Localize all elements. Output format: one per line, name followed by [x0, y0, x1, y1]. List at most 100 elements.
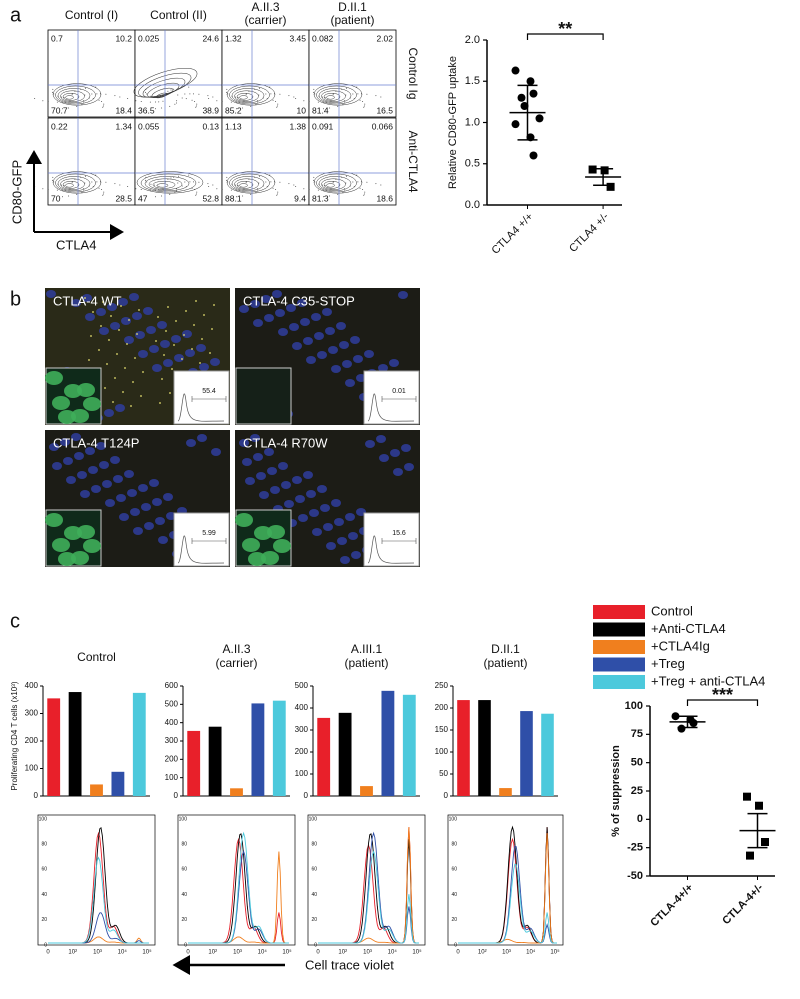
dot — [353, 98, 355, 100]
contour — [156, 92, 168, 99]
dot — [170, 89, 172, 91]
dot — [53, 181, 55, 183]
dot — [119, 96, 121, 98]
nucleus — [135, 331, 145, 339]
nucleus — [298, 514, 308, 522]
speck — [159, 402, 161, 404]
dot — [74, 178, 76, 180]
dot — [76, 193, 78, 195]
significance: ** — [558, 19, 572, 39]
nucleus — [284, 500, 294, 508]
dot — [226, 88, 228, 90]
nucleus — [71, 433, 81, 441]
legend-label: +Treg — [651, 656, 685, 671]
dot — [103, 105, 105, 107]
dot — [105, 181, 107, 183]
row-label: Control Ig — [406, 47, 420, 99]
nucleus — [297, 299, 307, 307]
y-tick-label: 300 — [165, 736, 179, 745]
dot — [47, 189, 49, 191]
quadrant-value: 0.066 — [372, 121, 394, 131]
column-header: Control (I) — [65, 8, 118, 22]
nucleus — [146, 326, 156, 334]
y-tick-label: 200 — [435, 703, 449, 712]
dot — [177, 94, 179, 96]
dot — [236, 189, 238, 191]
dot — [71, 182, 73, 184]
nucleus — [323, 523, 333, 531]
data-point — [606, 182, 615, 191]
dot — [82, 102, 84, 104]
nucleus — [314, 332, 324, 340]
nucleus — [345, 379, 355, 387]
dot — [102, 194, 104, 196]
dot — [243, 100, 245, 102]
y-tick-label: 75 — [631, 728, 643, 740]
dot — [149, 101, 151, 103]
dot — [103, 191, 105, 193]
dot — [245, 94, 247, 96]
nucleus — [339, 341, 349, 349]
dot — [269, 86, 271, 88]
dot — [188, 86, 190, 88]
dot — [185, 186, 187, 188]
dot — [322, 196, 324, 198]
speck — [213, 304, 215, 306]
nucleus — [261, 295, 271, 303]
dot — [68, 107, 70, 109]
quadrant-value: 28.5 — [115, 193, 132, 203]
flow-histogram: 0 20 40 60 80 100 0 10² 10³ 10⁴ 10⁵ — [37, 814, 156, 956]
dot — [51, 179, 53, 181]
quadrant-value: 52.8 — [202, 193, 219, 203]
contour — [321, 90, 346, 102]
dot — [102, 106, 104, 108]
dot — [96, 181, 98, 183]
quadrant-value: 0.025 — [138, 33, 160, 43]
dot — [256, 190, 258, 192]
axis-label: CTLA4 — [56, 237, 96, 252]
hist-y-label: 80 — [311, 842, 317, 848]
y-tick-label: 0 — [444, 791, 449, 800]
dot — [167, 90, 169, 92]
hist-y-label: 60 — [451, 867, 457, 873]
y-tick-label: 0 — [34, 791, 39, 800]
dot — [88, 97, 90, 99]
hist-y-label: 20 — [451, 917, 457, 923]
error-bar — [593, 167, 614, 186]
column-header: D.II.1 — [338, 0, 367, 14]
speck — [100, 325, 102, 327]
dot — [208, 186, 210, 188]
dot — [363, 106, 365, 108]
y-tick-label: 100 — [25, 764, 39, 773]
histogram-frame — [37, 814, 156, 946]
nucleus — [80, 490, 90, 498]
dot — [330, 188, 332, 190]
dot — [198, 181, 200, 183]
micrograph: CTLA-4 T124P 5.99 — [45, 430, 230, 567]
quadrant-value: 24.6 — [202, 33, 219, 43]
dot — [312, 179, 314, 181]
nucleus — [46, 290, 56, 298]
nucleus — [210, 358, 220, 366]
flow-plot: 0.082 2.02 81.4 16.5 — [295, 29, 397, 118]
dot — [352, 181, 354, 183]
dot — [212, 96, 214, 98]
speck — [108, 339, 110, 341]
nucleus — [256, 472, 266, 480]
dot — [332, 92, 334, 94]
dot — [266, 98, 268, 100]
nucleus — [295, 495, 305, 503]
dot — [256, 102, 258, 104]
data-point — [535, 114, 544, 123]
nucleus — [259, 491, 269, 499]
dot — [330, 100, 332, 102]
speck — [104, 387, 106, 389]
y-tick-label: 0.5 — [465, 158, 480, 170]
y-tick-label: 100 — [435, 747, 449, 756]
nucleus — [326, 542, 336, 550]
dot — [317, 101, 319, 103]
dot — [324, 185, 326, 187]
speck — [136, 333, 138, 335]
hist-x-label: 10³ — [93, 950, 102, 956]
nucleus — [66, 476, 76, 484]
